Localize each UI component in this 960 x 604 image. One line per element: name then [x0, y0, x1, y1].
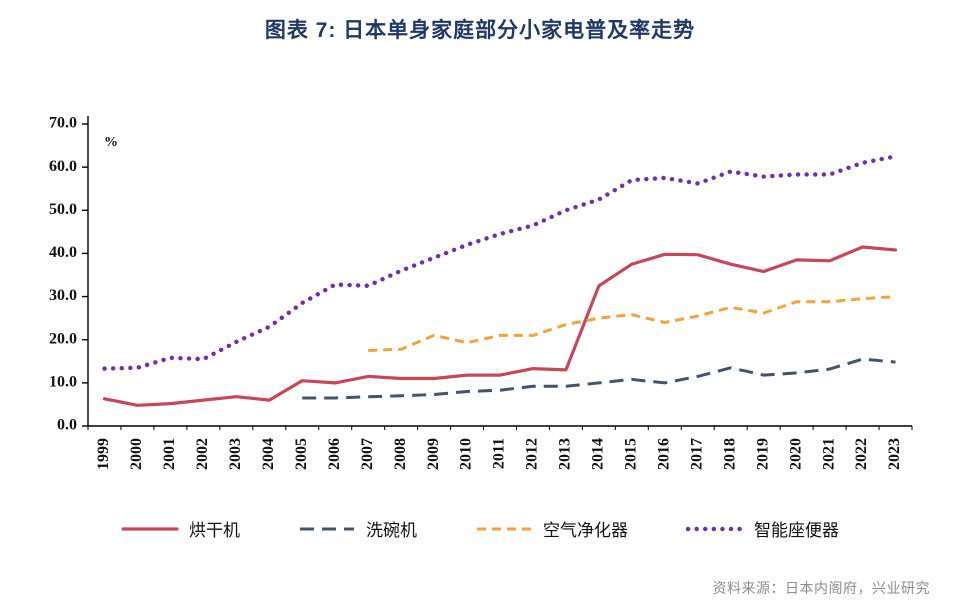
x-tick-label: 2002 [194, 438, 211, 470]
x-tick-label: 2022 [853, 438, 870, 470]
x-tick-label: 1999 [95, 438, 112, 470]
legend-label: 洗碗机 [366, 521, 417, 540]
x-tick-label: 2016 [655, 438, 672, 470]
series-line-空气净化器 [368, 295, 896, 352]
x-tick-label: 2019 [754, 438, 771, 470]
series-line-烘干机 [102, 245, 898, 407]
x-tick-label: 2006 [326, 438, 343, 470]
x-tick-label: 2008 [392, 438, 409, 470]
y-tick-label: 50.0 [49, 201, 77, 218]
legend-swatch-智能座便器 [686, 526, 744, 531]
x-tick-label: 2017 [688, 438, 705, 470]
legend-item-烘干机: 烘干机 [121, 516, 240, 541]
legend-item-智能座便器: 智能座便器 [686, 516, 839, 541]
legend-item-空气净化器: 空气净化器 [475, 516, 628, 541]
x-tick-label: 2020 [787, 438, 804, 470]
x-tick-label: 2000 [128, 438, 145, 470]
y-tick-label: 20.0 [49, 330, 77, 347]
chart-title: 图表 7: 日本单身家庭部分小家电普及率走势 [264, 19, 696, 42]
x-tick-label: 2009 [425, 438, 442, 470]
legend-label: 烘干机 [189, 521, 240, 540]
x-tick-label: 2014 [590, 438, 607, 470]
series-line-洗碗机 [302, 357, 896, 400]
x-tick-label: 2011 [491, 438, 508, 469]
x-tick-label: 2001 [161, 438, 178, 470]
series-line-智能座便器 [102, 154, 898, 371]
y-tick-label: 0.0 [57, 417, 77, 434]
y-unit-label: % [104, 135, 118, 150]
x-tick-label: 2007 [359, 438, 376, 470]
x-tick-label: 2004 [260, 438, 277, 470]
x-tick-label: 2013 [557, 438, 574, 470]
chart-legend: 烘干机 洗碗机 空气净化器 智能座便器 [0, 516, 960, 541]
x-tick-label: 2023 [886, 438, 903, 470]
legend-item-洗碗机: 洗碗机 [298, 516, 417, 541]
x-tick-label: 2018 [721, 438, 738, 470]
source-note: 资料来源：日本内阁府，兴业研究 [712, 580, 930, 596]
x-tick-label: 2005 [293, 438, 310, 470]
x-tick-label: 2010 [458, 438, 475, 470]
y-tick-label: 40.0 [49, 244, 77, 261]
legend-swatch-洗碗机 [300, 527, 354, 530]
y-tick-label: 60.0 [49, 158, 77, 175]
legend-swatch-烘干机 [121, 526, 179, 531]
y-tick-label: 10.0 [49, 374, 77, 391]
legend-swatch-空气净化器 [477, 527, 531, 530]
y-tick-label: 30.0 [49, 287, 77, 304]
x-tick-label: 2003 [227, 438, 244, 470]
x-tick-label: 2015 [623, 438, 640, 470]
x-tick-label: 2012 [524, 438, 541, 470]
legend-label: 智能座便器 [754, 521, 839, 540]
line-chart: 0.0 10.0 20.0 30.0 40.0 50.0 60.0 70.0% 1999 2000… [49, 115, 913, 470]
x-tick-label: 2021 [820, 438, 837, 470]
legend-label: 空气净化器 [543, 521, 628, 540]
y-tick-label: 70.0 [49, 115, 77, 132]
